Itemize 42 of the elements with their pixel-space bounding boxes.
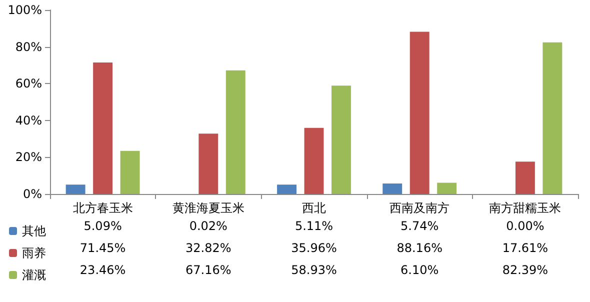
data-label: 6.10% <box>400 263 439 277</box>
x-tick-label: 南方甜糯玉米 <box>489 201 562 215</box>
y-tick-label: 0% <box>22 187 42 201</box>
bar <box>410 32 430 194</box>
data-label: 0.00% <box>506 219 544 233</box>
legend-label: 灌溉 <box>22 268 46 282</box>
data-label: 58.93% <box>291 263 337 277</box>
x-tick-label: 西北 <box>302 201 326 215</box>
y-tick-label: 20% <box>15 150 42 164</box>
bar <box>277 184 296 194</box>
data-label: 17.61% <box>502 241 548 255</box>
data-label: 5.74% <box>400 219 439 233</box>
bar <box>382 183 402 194</box>
data-label: 35.96% <box>291 241 337 255</box>
y-tick-label: 80% <box>15 40 42 54</box>
y-tick-label: 40% <box>15 113 42 128</box>
data-label: 0.02% <box>189 219 228 233</box>
x-tick-label: 黄淮海夏玉米 <box>172 201 244 215</box>
bar <box>198 134 218 194</box>
x-tick-label: 西南及南方 <box>390 201 450 215</box>
bar <box>304 128 324 194</box>
data-label: 32.82% <box>186 241 232 255</box>
data-label: 5.11% <box>294 219 334 233</box>
data-label: 71.45% <box>80 241 126 255</box>
bar <box>437 182 457 194</box>
data-label: 82.39% <box>502 263 548 277</box>
bar <box>515 162 535 194</box>
bar <box>120 150 140 194</box>
bar <box>332 86 351 194</box>
x-tick-label: 北方春玉米 <box>72 201 133 215</box>
legend-label: 其他 <box>22 224 46 238</box>
bar <box>66 184 86 194</box>
data-label: 88.16% <box>396 241 442 255</box>
y-tick-label: 100% <box>8 3 42 17</box>
bar <box>542 42 562 194</box>
legend-label: 雨养 <box>22 246 46 260</box>
data-label: 5.09% <box>84 219 122 233</box>
data-label: 23.46% <box>80 263 126 277</box>
data-label: 67.16% <box>186 263 232 277</box>
bar <box>226 70 246 194</box>
y-tick-label: 60% <box>15 76 42 91</box>
bar <box>93 62 113 194</box>
